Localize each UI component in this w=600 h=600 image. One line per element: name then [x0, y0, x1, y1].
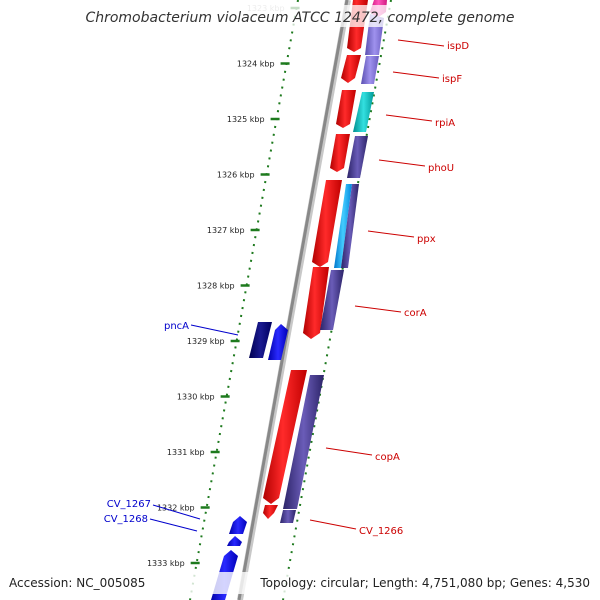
gene-label-ppx[interactable]: ppx: [417, 234, 436, 245]
gene-corA-arrow[interactable]: [303, 267, 329, 339]
kbp-label: 1330 kbp: [177, 393, 215, 402]
gene-ispF-arrow[interactable]: [341, 55, 361, 83]
kbp-label: 1326 kbp: [217, 171, 255, 180]
genome-summary-text: Topology: circular; Length: 4,751,080 bp…: [259, 576, 590, 590]
gene-label-ispF[interactable]: ispF: [442, 74, 462, 85]
gene-rpiA-partner[interactable]: [353, 92, 374, 132]
gene-pncA-arrow[interactable]: [268, 324, 288, 360]
gene-label-copA[interactable]: copA: [375, 452, 400, 463]
gene-label-CV_1267[interactable]: CV_1267: [107, 499, 151, 510]
kbp-label: 1329 kbp: [187, 337, 225, 346]
kbp-label: 1333 kbp: [147, 559, 185, 568]
footer-band: [0, 572, 600, 594]
title-band: [60, 5, 540, 27]
gene-CV_1267-arrow[interactable]: [229, 516, 247, 534]
kbp-label: 1332 kbp: [157, 504, 195, 513]
gene-label-rpiA[interactable]: rpiA: [435, 118, 455, 129]
kbp-label: 1331 kbp: [167, 448, 205, 457]
gene-CV_1266-arrow[interactable]: [263, 505, 278, 519]
gene-rpiA-arrow[interactable]: [336, 90, 356, 128]
accession-text: Accession: NC_005085: [9, 576, 145, 590]
kbp-label: 1327 kbp: [207, 226, 245, 235]
forward-strand-genes: [263, 0, 368, 519]
gene-label-CV_1268[interactable]: CV_1268: [104, 514, 148, 525]
gene-label-CV_1266[interactable]: CV_1266: [359, 526, 403, 537]
kbp-label: 1325 kbp: [227, 115, 265, 124]
gene-CV_1268-arrow[interactable]: [227, 536, 242, 546]
gene-phoU-partner[interactable]: [347, 136, 368, 178]
gene-ppx-arrow[interactable]: [312, 180, 342, 267]
gene-ppx-partner-light[interactable]: [334, 184, 352, 268]
gene-CV_1266-partner[interactable]: [280, 510, 296, 523]
gene-pncA-dark[interactable]: [249, 322, 272, 358]
gene-label-phoU[interactable]: phoU: [428, 163, 454, 174]
gene-phoU-arrow[interactable]: [330, 134, 350, 172]
gene-labels: ispD ispF rpiA phoU ppx corA copA CV_126…: [104, 41, 470, 537]
gene-label-corA[interactable]: corA: [404, 308, 427, 319]
gene-label-ispD[interactable]: ispD: [447, 41, 469, 52]
left-dotted-track: [189, 0, 299, 600]
gene-label-pncA[interactable]: pncA: [164, 321, 189, 332]
gene-ispF-partner[interactable]: [361, 56, 379, 84]
kbp-label: 1324 kbp: [237, 60, 275, 69]
gene-ppx-partner[interactable]: [341, 184, 359, 268]
gene-copA-partner[interactable]: [283, 375, 324, 509]
genome-title: Chromobacterium violaceum ATCC 12472, co…: [85, 10, 514, 26]
callout-lines: [149, 39, 445, 532]
genome-backbone: [237, 0, 351, 600]
gene-copA-arrow[interactable]: [263, 370, 307, 504]
gene-corA-partner[interactable]: [320, 270, 344, 330]
kbp-label: 1328 kbp: [197, 282, 235, 291]
